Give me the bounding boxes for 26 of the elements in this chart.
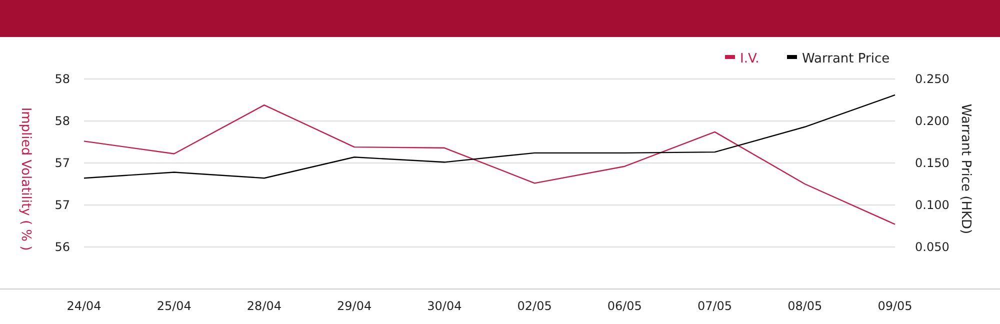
y-tick-label: 56 bbox=[54, 240, 70, 254]
x-tick-label: 09/05 bbox=[878, 299, 912, 314]
y-tick-label: 58 bbox=[54, 72, 70, 86]
y2-axis-title: Warrant Price (HKD) bbox=[958, 104, 973, 234]
y2-tick-label: 0.150 bbox=[915, 156, 950, 170]
line-series bbox=[83, 94, 896, 179]
x-tick-label: 07/05 bbox=[697, 299, 732, 314]
x-tick-label: 29/04 bbox=[337, 299, 372, 314]
y2-tick-label: 0.050 bbox=[915, 240, 950, 254]
x-tick-label: 30/04 bbox=[427, 299, 462, 314]
x-tick-label: 06/05 bbox=[607, 299, 642, 314]
legend-label: Warrant Price bbox=[802, 52, 890, 67]
y-tick-label: 57 bbox=[54, 198, 70, 212]
x-tick-label: 08/05 bbox=[788, 299, 822, 314]
y2-tick-label: 0.200 bbox=[915, 114, 950, 128]
line-series bbox=[83, 104, 896, 225]
y-tick-label: 58 bbox=[54, 114, 70, 128]
y-axis-title: Implied Volatility ( % ) bbox=[18, 107, 33, 251]
y2-tick-label: 0.100 bbox=[915, 198, 950, 212]
x-tick-label: 28/04 bbox=[246, 299, 282, 314]
legend-label: I.V. bbox=[740, 52, 760, 67]
y2-tick-label: 0.250 bbox=[915, 72, 950, 86]
x-tick-label: 25/04 bbox=[156, 299, 192, 314]
x-tick-label: 24/04 bbox=[66, 299, 102, 314]
x-tick-label: 02/05 bbox=[517, 299, 552, 314]
y-tick-label: 57 bbox=[54, 156, 70, 170]
